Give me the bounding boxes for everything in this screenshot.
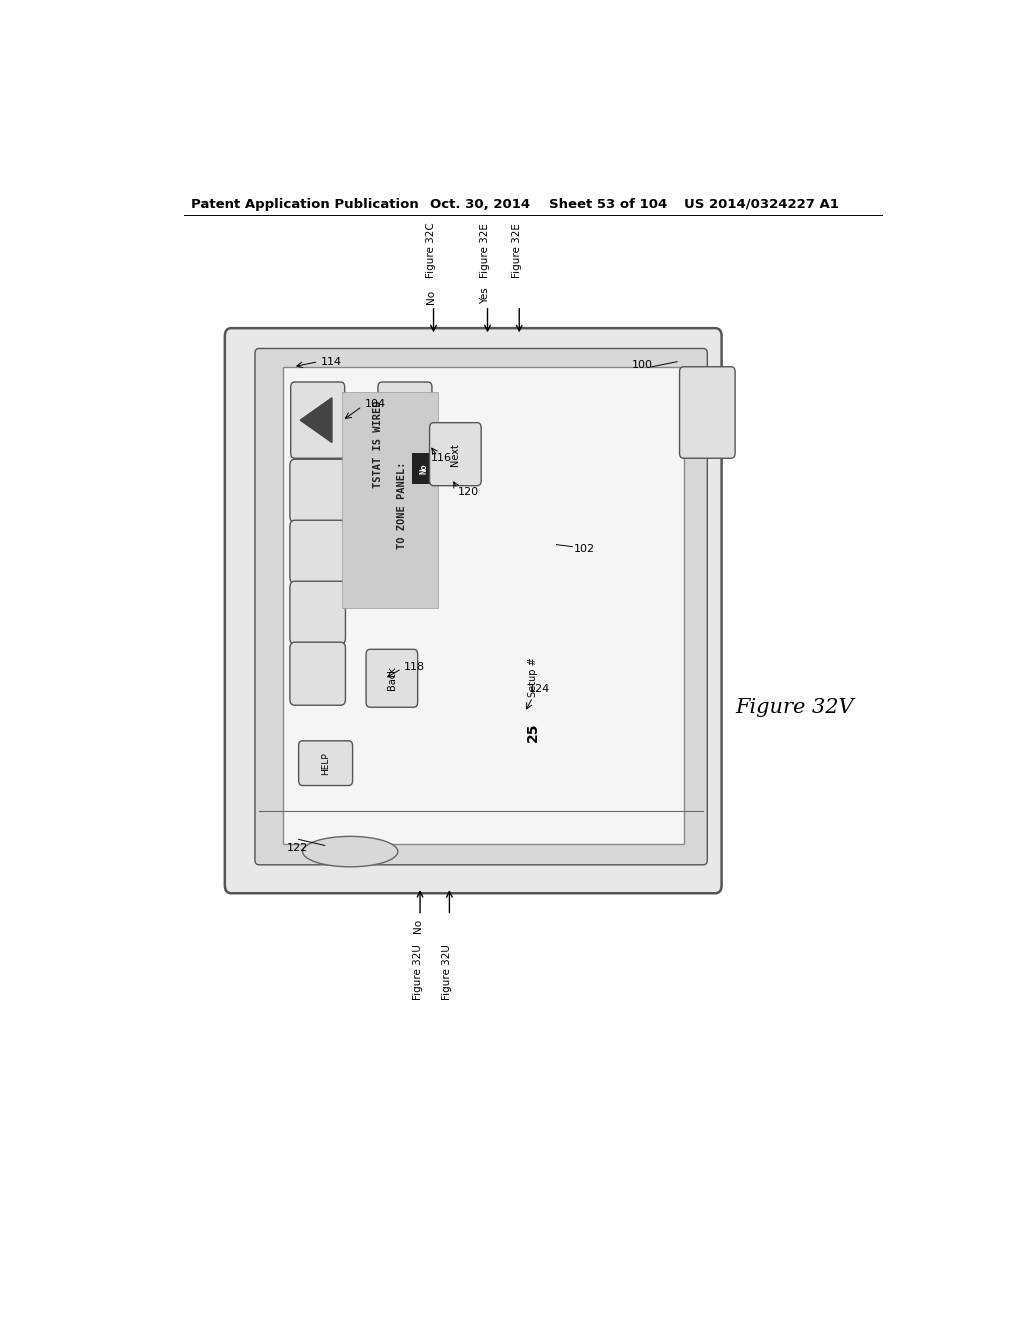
FancyBboxPatch shape bbox=[290, 459, 345, 523]
FancyBboxPatch shape bbox=[680, 367, 735, 458]
FancyBboxPatch shape bbox=[290, 643, 345, 705]
Text: 100: 100 bbox=[632, 360, 653, 370]
FancyBboxPatch shape bbox=[290, 520, 345, 583]
Text: 102: 102 bbox=[574, 544, 595, 553]
Text: 104: 104 bbox=[365, 400, 386, 409]
FancyBboxPatch shape bbox=[378, 381, 432, 458]
Text: Setup #: Setup # bbox=[527, 657, 538, 697]
FancyBboxPatch shape bbox=[430, 422, 481, 486]
Bar bbox=[342, 392, 437, 607]
Text: TSTAT IS WIRED: TSTAT IS WIRED bbox=[373, 400, 383, 488]
Text: Back: Back bbox=[387, 667, 397, 690]
Text: Sheet 53 of 104: Sheet 53 of 104 bbox=[549, 198, 667, 211]
Bar bbox=[283, 367, 684, 845]
Text: Figure 32E: Figure 32E bbox=[480, 223, 490, 279]
Text: Figure 32V: Figure 32V bbox=[735, 698, 854, 717]
Text: 118: 118 bbox=[403, 661, 425, 672]
Ellipse shape bbox=[303, 837, 397, 867]
Text: Oct. 30, 2014: Oct. 30, 2014 bbox=[430, 198, 529, 211]
Text: TO ZONE PANEL:: TO ZONE PANEL: bbox=[396, 461, 407, 549]
Text: Yes: Yes bbox=[480, 286, 490, 304]
Text: 25: 25 bbox=[525, 723, 540, 742]
FancyBboxPatch shape bbox=[291, 381, 345, 458]
Text: Figure 32U: Figure 32U bbox=[413, 944, 423, 1001]
Text: HELP: HELP bbox=[322, 752, 330, 775]
Text: Figure 32U: Figure 32U bbox=[442, 944, 452, 1001]
FancyBboxPatch shape bbox=[367, 649, 418, 708]
Text: 120: 120 bbox=[458, 487, 478, 496]
Text: No: No bbox=[426, 289, 436, 304]
Text: No: No bbox=[413, 919, 423, 933]
Text: No: No bbox=[420, 463, 428, 474]
Text: Figure 32E: Figure 32E bbox=[512, 223, 522, 279]
FancyBboxPatch shape bbox=[225, 329, 722, 894]
Text: US 2014/0324227 A1: US 2014/0324227 A1 bbox=[684, 198, 839, 211]
Text: 122: 122 bbox=[287, 842, 308, 853]
FancyBboxPatch shape bbox=[255, 348, 708, 865]
Text: 124: 124 bbox=[528, 684, 550, 694]
Text: Patent Application Publication: Patent Application Publication bbox=[191, 198, 419, 211]
Polygon shape bbox=[391, 397, 423, 442]
Polygon shape bbox=[300, 397, 332, 442]
Bar bbox=[412, 453, 436, 483]
Text: Figure 32C: Figure 32C bbox=[426, 223, 436, 279]
FancyBboxPatch shape bbox=[290, 581, 345, 644]
FancyBboxPatch shape bbox=[299, 741, 352, 785]
Text: 114: 114 bbox=[321, 356, 342, 367]
Text: 116: 116 bbox=[431, 453, 453, 463]
Text: Next: Next bbox=[451, 442, 461, 466]
